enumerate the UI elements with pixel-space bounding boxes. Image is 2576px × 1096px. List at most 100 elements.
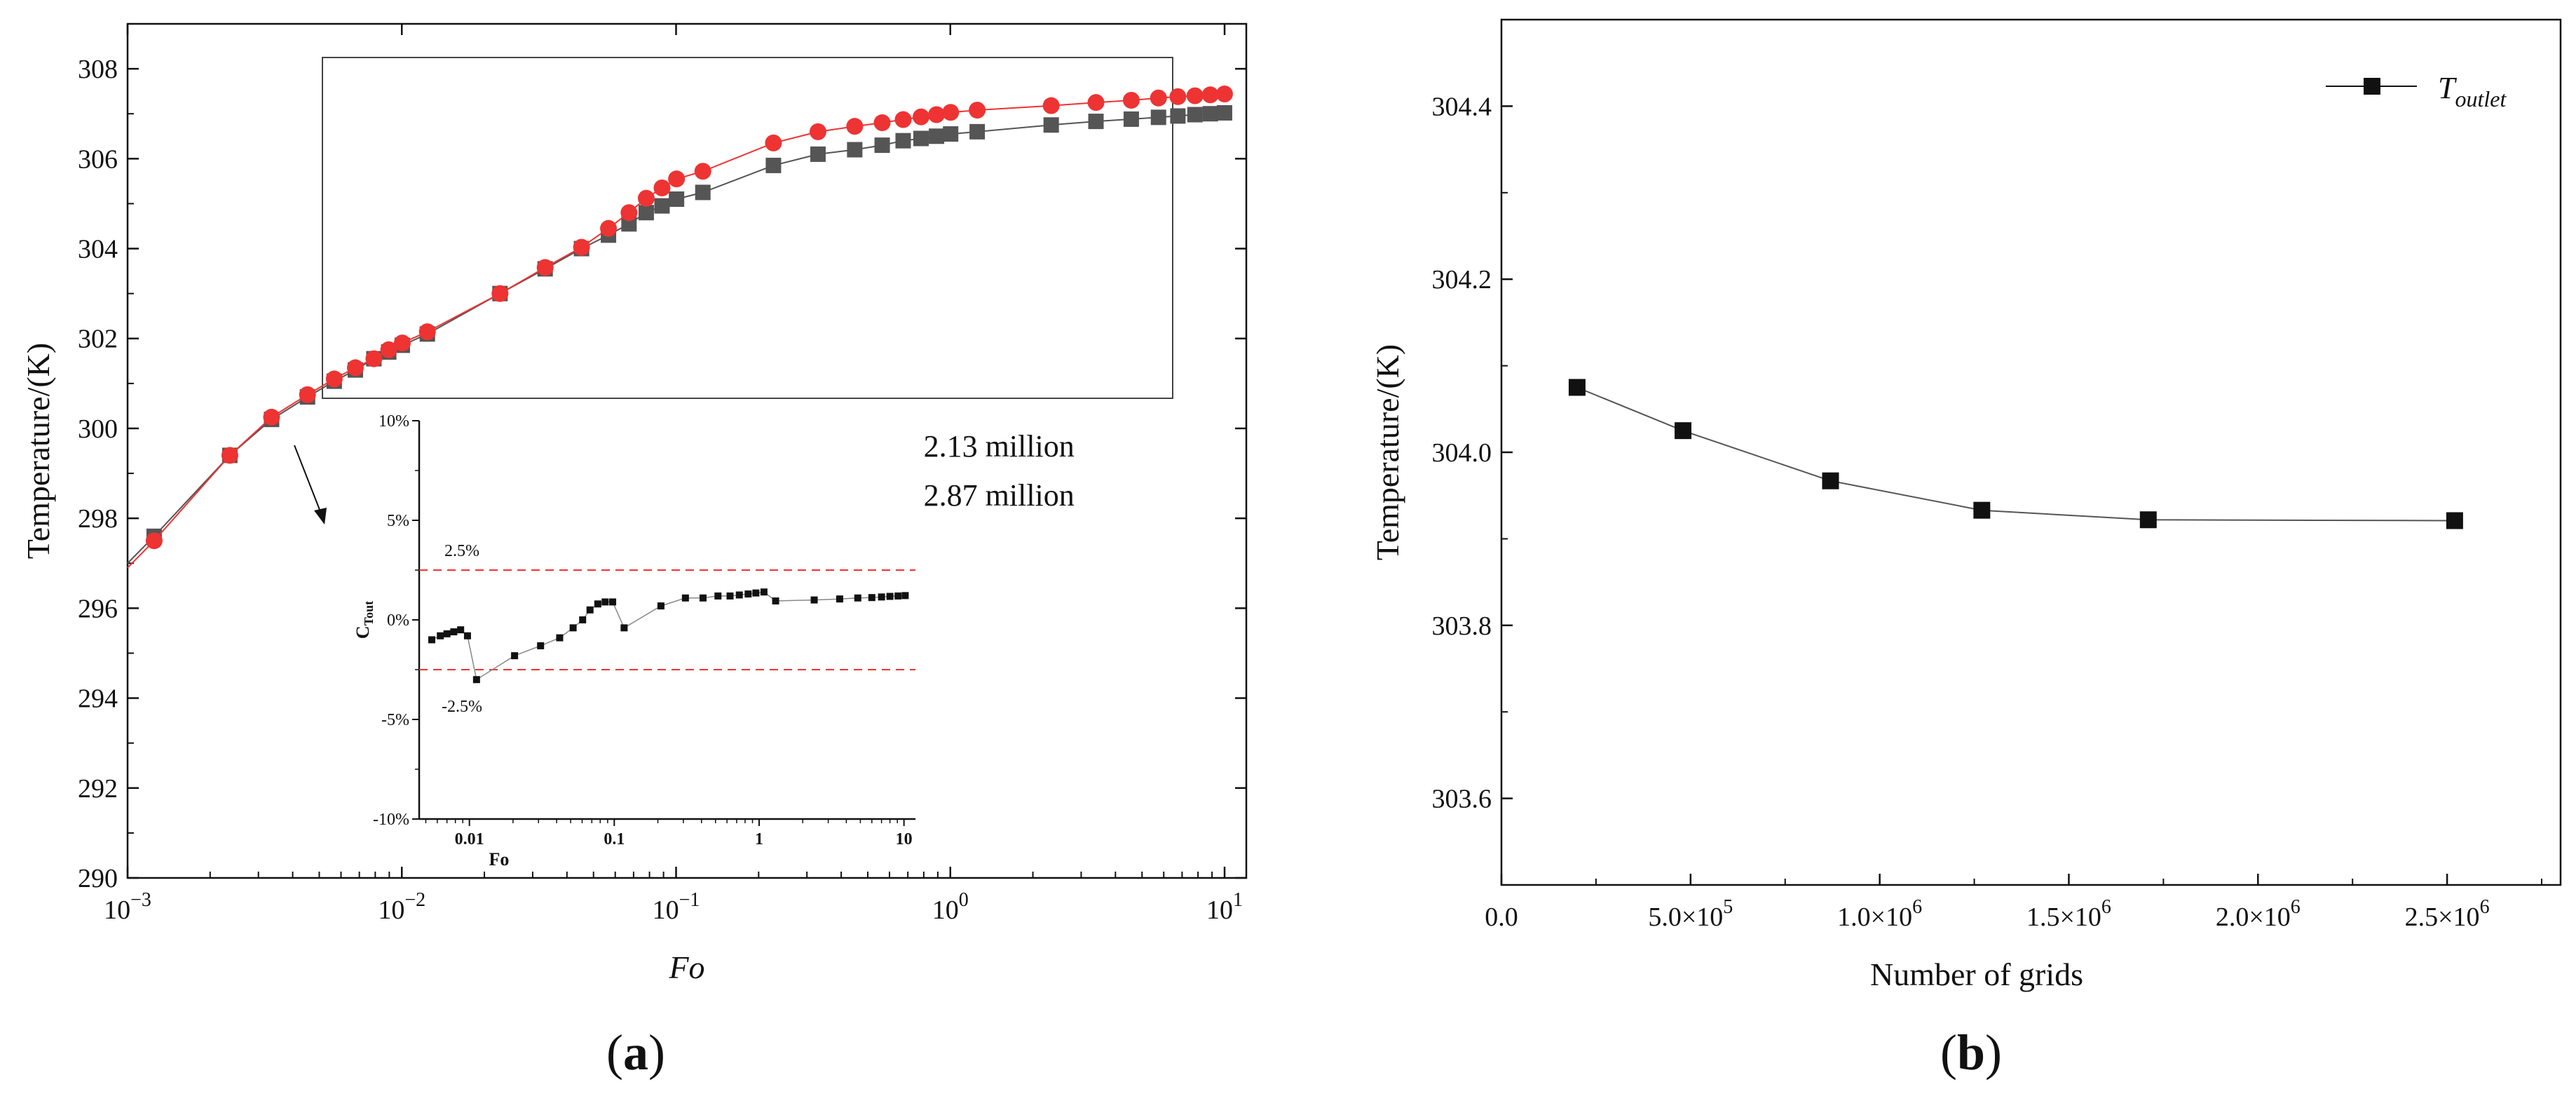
panel-b-x-axis-label: Number of grids (1870, 956, 2083, 992)
data-point-circle (694, 163, 711, 180)
y-tick-label: 298 (78, 504, 118, 534)
data-point-square (810, 146, 826, 162)
data-point-circle (325, 370, 343, 388)
data-point-circle (912, 108, 929, 126)
data-point-circle (620, 204, 638, 222)
inset-x-axis-label: Fo (489, 849, 510, 870)
data-point-circle (263, 408, 280, 426)
series-line (1576, 386, 2455, 522)
data-point-circle (393, 334, 411, 352)
data-point-circle (346, 359, 364, 377)
panel-a-zoom-box (322, 57, 1173, 399)
x-tick-base: 10 (932, 895, 959, 925)
data-point-circle (1150, 89, 1167, 107)
inset-background (418, 414, 923, 826)
y-tick-label: 304.0 (1432, 438, 1492, 468)
panel-a-y-axis-label: Temperature/(K) (20, 343, 56, 559)
x-tick-base: 2.5×10 (2405, 902, 2480, 932)
y-tick-label: 303.8 (1432, 611, 1492, 641)
panel-b-x-tick-labels: 0.0 5.0×105 1.0×106 1.5×106 2.0×106 2.5×106 (1485, 896, 2489, 932)
data-point-circle (365, 350, 383, 367)
x-tick-label: 2.0×106 (2216, 896, 2301, 932)
inset-ticks: -10% -5% 0% 5% 10% 0.01 0.1 1 10 (373, 412, 913, 848)
inset-data-point (511, 652, 519, 660)
y-tick-label: 304 (78, 235, 118, 264)
x-tick-label: 1.5×106 (2026, 896, 2111, 932)
panel-a-inset-arrowhead (314, 508, 327, 525)
inset-x-tick-label: 10 (896, 830, 913, 848)
data-point-square (1973, 501, 1991, 519)
inset-data-point (744, 590, 752, 598)
inset-data-point (714, 592, 722, 600)
legend-t-sub: outlet (2455, 86, 2507, 111)
inset-threshold-lines (419, 569, 915, 670)
data-point-circle (1215, 86, 1233, 103)
inset-threshold-label-upper: 2.5% (444, 542, 479, 560)
data-point-square (1088, 114, 1104, 130)
panel-b-y-axis-label: Temperature/(K) (1370, 344, 1405, 560)
x-tick-label: 10−3 (104, 889, 151, 925)
x-tick-label: 10−2 (378, 889, 425, 925)
x-tick-exponent: −3 (130, 889, 151, 911)
inset-x-tick-label: 0.01 (455, 830, 484, 848)
y-tick-label: 302 (78, 325, 118, 354)
data-point-square (895, 133, 911, 149)
inset-data-point (457, 626, 465, 634)
data-point-square (695, 184, 711, 201)
x-tick-label: 100 (932, 889, 969, 925)
panel-a: 10−3 10−2 10−1 100 101 290292294296298300302… (20, 22, 1248, 1081)
data-point-circle (653, 179, 671, 196)
legend-t-main: T (2438, 71, 2458, 105)
data-point-square (1216, 104, 1232, 121)
data-point-square (874, 137, 890, 154)
panel-b-legend: Toutlet (2326, 71, 2507, 111)
x-tick-label: 1.0×106 (1837, 896, 1922, 932)
data-point-circle (1122, 91, 1140, 109)
data-point-square (969, 123, 986, 140)
inset-threshold-label-lower: -2.5% (442, 698, 482, 716)
data-point-circle (846, 118, 864, 135)
y-tick-label: 306 (78, 144, 118, 174)
x-tick-base: 10 (104, 895, 130, 925)
y-tick-label: 292 (78, 774, 118, 804)
inset-data-point (620, 624, 628, 632)
inset-data-point (894, 592, 902, 600)
data-point-square (1150, 109, 1166, 126)
data-point-square (654, 198, 670, 214)
inset-x-tick-label: 1 (755, 830, 763, 848)
x-tick-label: 2.5×106 (2405, 896, 2490, 932)
inset-data-point (601, 598, 609, 606)
inset-series (428, 588, 909, 684)
inset-data-point (878, 593, 885, 601)
inset-data-point (609, 598, 617, 606)
data-point-square (847, 142, 863, 158)
data-point-circle (809, 123, 826, 140)
inset-data-point (428, 636, 436, 644)
x-tick-base: 1.0×10 (1837, 902, 1912, 932)
data-point-square (765, 157, 782, 173)
data-point-circle (873, 114, 891, 132)
inset-data-point (699, 594, 707, 602)
panel-b-ticks (1500, 19, 2543, 886)
data-point-square (943, 126, 959, 142)
x-tick-exponent: 6 (2480, 896, 2490, 918)
data-point-square (1822, 472, 1839, 489)
inset-data-point (450, 628, 458, 636)
x-tick-exponent: 1 (1233, 889, 1243, 911)
inset-data-point (537, 642, 545, 649)
inset-x-tick-label: 0.1 (604, 830, 625, 848)
inset-data-point (443, 630, 451, 637)
inset-data-point (901, 592, 909, 600)
x-tick-exponent: 0 (959, 889, 969, 911)
x-tick-label: 101 (1206, 889, 1243, 925)
inset-data-point (868, 594, 875, 602)
inset-data-point (735, 591, 743, 599)
panel-a-plot-frame (126, 22, 1248, 879)
x-tick-base: 10 (1206, 895, 1233, 925)
y-tick-label: 296 (78, 594, 118, 623)
panel-b-y-tick-labels: 303.6 303.8 304.0 304.2 304.4 (1432, 92, 1492, 813)
data-point-circle (573, 238, 590, 256)
data-point-circle (969, 102, 986, 119)
data-point-square (669, 191, 685, 208)
y-tick-label: 303.6 (1432, 785, 1492, 814)
